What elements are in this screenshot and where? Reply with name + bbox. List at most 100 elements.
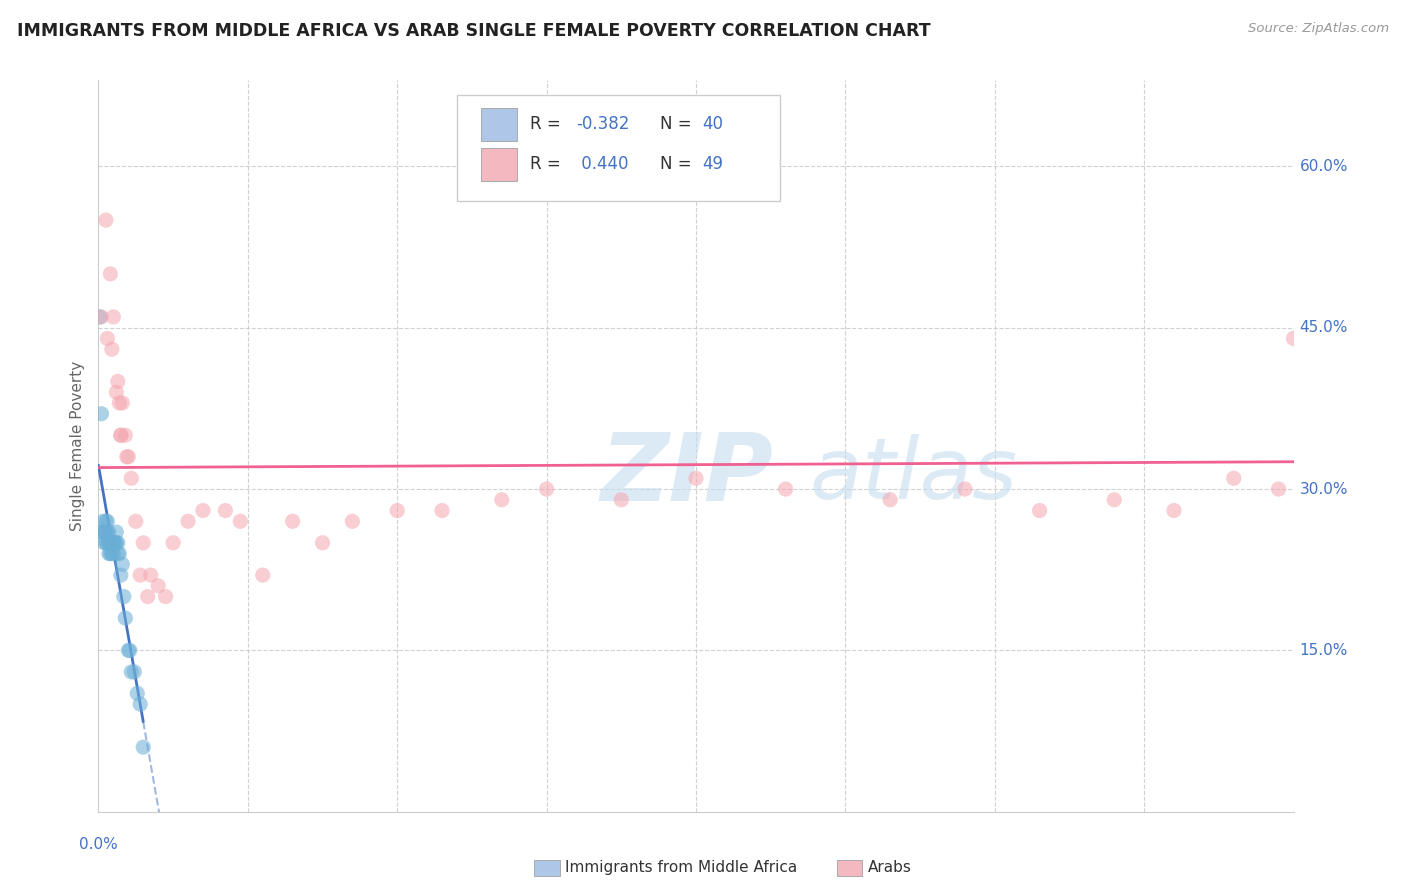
Point bbox=[96, 331, 118, 345]
Point bbox=[342, 514, 364, 528]
Point bbox=[775, 482, 797, 496]
Point bbox=[110, 428, 132, 442]
Point bbox=[101, 536, 124, 550]
Text: 45.0%: 45.0% bbox=[1299, 320, 1348, 335]
Point bbox=[879, 492, 901, 507]
Text: Source: ZipAtlas.com: Source: ZipAtlas.com bbox=[1249, 22, 1389, 36]
Point bbox=[132, 536, 155, 550]
Point bbox=[118, 643, 141, 657]
Point bbox=[93, 524, 115, 539]
Y-axis label: Single Female Poverty: Single Female Poverty bbox=[69, 361, 84, 531]
Point bbox=[117, 643, 139, 657]
Text: N =: N = bbox=[661, 115, 697, 133]
Point bbox=[89, 310, 111, 324]
Text: 60.0%: 60.0% bbox=[1299, 159, 1348, 174]
Text: Immigrants from Middle Africa: Immigrants from Middle Africa bbox=[565, 861, 797, 875]
Point bbox=[107, 547, 129, 561]
Point bbox=[111, 396, 134, 410]
Point bbox=[96, 514, 118, 528]
Point bbox=[110, 568, 132, 582]
Point bbox=[94, 524, 117, 539]
Text: 40: 40 bbox=[702, 115, 723, 133]
Point bbox=[105, 536, 128, 550]
Bar bbox=[481, 108, 517, 141]
Point bbox=[110, 428, 132, 442]
Point bbox=[97, 536, 120, 550]
Point bbox=[214, 503, 236, 517]
Point bbox=[96, 524, 118, 539]
Text: R =: R = bbox=[530, 115, 565, 133]
Point bbox=[107, 375, 129, 389]
Point bbox=[536, 482, 558, 496]
Point bbox=[94, 213, 117, 227]
Point bbox=[281, 514, 304, 528]
Point bbox=[112, 590, 135, 604]
Point bbox=[127, 686, 149, 700]
Text: Arabs: Arabs bbox=[868, 861, 911, 875]
Point bbox=[1267, 482, 1289, 496]
Point bbox=[90, 524, 112, 539]
Point bbox=[610, 492, 633, 507]
Point bbox=[430, 503, 453, 517]
Point bbox=[155, 590, 177, 604]
Point bbox=[1223, 471, 1246, 485]
Point bbox=[1312, 342, 1334, 356]
Point bbox=[91, 514, 114, 528]
Point bbox=[105, 524, 128, 539]
Point bbox=[103, 547, 125, 561]
Point bbox=[685, 471, 707, 485]
Point bbox=[107, 536, 129, 550]
Point bbox=[129, 568, 152, 582]
Point bbox=[94, 514, 117, 528]
Point bbox=[104, 536, 127, 550]
Point bbox=[90, 407, 112, 421]
Point bbox=[311, 536, 333, 550]
Text: 30.0%: 30.0% bbox=[1299, 482, 1348, 497]
Point bbox=[1104, 492, 1126, 507]
Point bbox=[114, 611, 136, 625]
Point bbox=[98, 536, 122, 550]
Text: N =: N = bbox=[661, 155, 697, 173]
Point bbox=[252, 568, 274, 582]
Point bbox=[953, 482, 976, 496]
Text: atlas: atlas bbox=[810, 434, 1018, 516]
Point bbox=[101, 547, 124, 561]
Point bbox=[98, 547, 122, 561]
Point bbox=[103, 310, 125, 324]
Point bbox=[117, 450, 139, 464]
Point bbox=[91, 524, 114, 539]
Text: 0.0%: 0.0% bbox=[79, 838, 118, 853]
Text: 0.440: 0.440 bbox=[576, 155, 628, 173]
Point bbox=[148, 579, 170, 593]
Point bbox=[139, 568, 162, 582]
Point bbox=[191, 503, 214, 517]
Point bbox=[98, 267, 122, 281]
Point bbox=[94, 536, 117, 550]
Text: 49: 49 bbox=[702, 155, 723, 173]
Point bbox=[129, 697, 152, 711]
Point bbox=[136, 590, 159, 604]
Point bbox=[491, 492, 513, 507]
Point bbox=[93, 536, 115, 550]
Point bbox=[162, 536, 184, 550]
Point bbox=[90, 310, 112, 324]
Point bbox=[120, 471, 142, 485]
Point bbox=[103, 536, 125, 550]
Text: IMMIGRANTS FROM MIDDLE AFRICA VS ARAB SINGLE FEMALE POVERTY CORRELATION CHART: IMMIGRANTS FROM MIDDLE AFRICA VS ARAB SI… bbox=[17, 22, 931, 40]
Point bbox=[1282, 331, 1305, 345]
Point bbox=[108, 396, 131, 410]
Point bbox=[115, 450, 138, 464]
Point bbox=[177, 514, 200, 528]
Point bbox=[229, 514, 252, 528]
Bar bbox=[481, 148, 517, 181]
Point bbox=[104, 536, 127, 550]
Text: -0.382: -0.382 bbox=[576, 115, 630, 133]
Point bbox=[101, 342, 124, 356]
Point bbox=[132, 740, 155, 755]
Point bbox=[114, 428, 136, 442]
Point bbox=[96, 536, 118, 550]
Point bbox=[111, 558, 134, 572]
Point bbox=[97, 547, 120, 561]
Point bbox=[1163, 503, 1185, 517]
Point bbox=[97, 524, 120, 539]
